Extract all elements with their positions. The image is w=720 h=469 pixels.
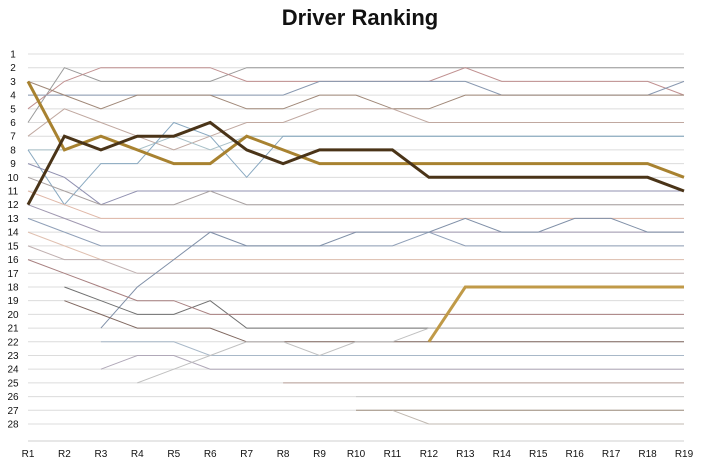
y-tick-label: 25 — [7, 378, 19, 389]
series-line-25 — [392, 409, 684, 425]
series-line-20 — [100, 355, 684, 370]
y-tick-label: 19 — [7, 296, 19, 307]
x-tick-label: R5 — [167, 449, 180, 460]
y-tick-label: 21 — [7, 324, 19, 335]
y-tick-label: 13 — [7, 214, 19, 225]
x-tick-label: R14 — [493, 449, 512, 460]
y-tick-label: 16 — [7, 255, 19, 266]
y-tick-label: 28 — [7, 420, 19, 431]
x-tick-label: R11 — [384, 449, 402, 460]
series-line-21 — [137, 327, 684, 384]
y-tick-label: 15 — [7, 241, 19, 252]
y-tick-label: 12 — [7, 200, 19, 211]
series-line-13 — [27, 231, 684, 261]
x-tick-label: R9 — [313, 449, 326, 460]
y-tick-label: 14 — [7, 228, 19, 239]
series-line-28 — [26, 120, 685, 206]
series-line-6 — [28, 135, 684, 151]
series-lines — [26, 67, 685, 425]
y-tick-label: 9 — [10, 159, 16, 170]
x-tick-label: R15 — [529, 449, 548, 460]
series-line-4 — [27, 80, 684, 110]
x-tick-label: R16 — [565, 449, 584, 460]
x-tick-label: R18 — [638, 449, 657, 460]
x-tick-label: R7 — [240, 449, 253, 460]
series-line-16 — [64, 286, 684, 329]
y-tick-label: 24 — [7, 365, 19, 376]
y-tick-label: 8 — [10, 145, 16, 156]
series-line-1 — [27, 67, 684, 123]
series-line-8 — [27, 163, 684, 206]
y-tick-label: 6 — [10, 118, 16, 129]
x-tick-label: R19 — [675, 449, 694, 460]
x-tick-label: R1 — [22, 449, 35, 460]
series-line-14 — [27, 245, 684, 274]
x-axis-ticks: R1 R2 R3 R4 R5 R6 R7 R8 R9 R10 R11 R12 R13 R14 R15 R16 R… — [22, 440, 694, 460]
series-line-5 — [27, 108, 684, 151]
series-line-3 — [28, 80, 685, 96]
y-tick-label: 26 — [7, 392, 19, 403]
y-tick-label: 23 — [7, 351, 19, 362]
grid-lines — [28, 53, 684, 425]
y-tick-label: 3 — [10, 77, 16, 88]
y-tick-label: 11 — [8, 187, 19, 198]
chart-title: Driver Ranking — [281, 5, 439, 30]
series-line-27 — [26, 80, 685, 179]
x-tick-label: R6 — [204, 449, 217, 460]
y-tick-label: 1 — [10, 50, 16, 61]
y-tick-label: 17 — [7, 269, 19, 280]
y-tick-label: 7 — [10, 132, 16, 143]
y-tick-label: 10 — [7, 173, 19, 184]
series-line-19 — [100, 341, 684, 356]
x-tick-label: R8 — [277, 449, 290, 460]
x-tick-label: R4 — [131, 449, 144, 460]
series-line-7 — [27, 121, 684, 206]
y-tick-label: 22 — [7, 337, 19, 348]
y-tick-label: 18 — [7, 282, 19, 293]
series-line-2 — [27, 67, 685, 110]
x-tick-label: R13 — [456, 449, 475, 460]
y-tick-label: 2 — [10, 63, 16, 74]
y-tick-label: 27 — [7, 406, 19, 417]
series-line-15 — [100, 217, 684, 329]
series-line-18 — [27, 259, 684, 315]
series-line-17 — [64, 300, 684, 343]
x-tick-label: R2 — [58, 449, 71, 460]
series-line-12 — [27, 217, 684, 247]
y-tick-label: 20 — [7, 310, 19, 321]
y-tick-label: 5 — [10, 104, 16, 115]
x-tick-label: R10 — [347, 449, 366, 460]
x-tick-label: R3 — [94, 449, 107, 460]
series-line-26 — [427, 285, 684, 343]
series-line-9 — [27, 176, 684, 206]
y-axis-ticks: 1234567891011121314151617181920212223242… — [7, 50, 19, 431]
x-tick-label: R17 — [602, 449, 621, 460]
x-tick-label: R12 — [420, 449, 439, 460]
y-tick-label: 4 — [10, 91, 16, 102]
